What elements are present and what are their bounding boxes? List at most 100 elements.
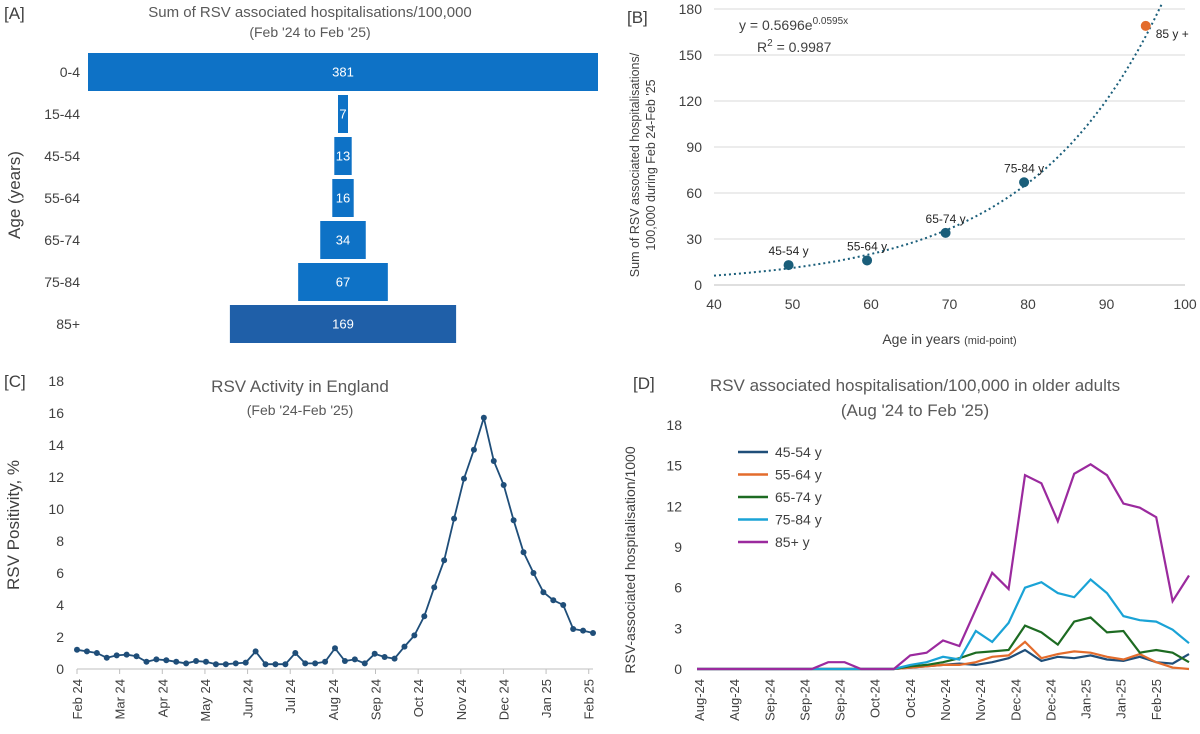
r-squared-label: R2 = 0.9987 <box>757 38 832 55</box>
x-tick-label: May 24 <box>198 679 213 722</box>
data-point <box>550 597 557 604</box>
x-tick-label: 90 <box>1099 296 1115 312</box>
category-label: 75-84 <box>44 274 80 290</box>
y-tick-label: 6 <box>674 580 682 596</box>
category-label: 85+ <box>56 316 80 332</box>
y-axis-title: RSV Positivity, % <box>4 460 23 590</box>
y-tick-label: 2 <box>56 629 64 645</box>
x-tick-label: Sep-24 <box>833 679 848 721</box>
data-point <box>451 515 458 522</box>
bar-45-54 <box>334 137 352 175</box>
y-axis-title-line: Sum of RSV associated hospitalisations/ <box>628 52 642 277</box>
panel-d: [D] RSV associated hospitalisation/100,0… <box>605 360 1200 734</box>
series-line-85-y <box>697 463 1190 671</box>
data-point <box>431 584 438 591</box>
x-tick-label: Sep-24 <box>762 679 777 721</box>
series-line <box>76 414 594 666</box>
data-point <box>560 602 567 608</box>
data-point <box>520 549 527 556</box>
bar-65-74 <box>320 221 366 259</box>
bar-value-label: 67 <box>336 275 350 290</box>
x-tick-label: Apr 24 <box>155 679 170 717</box>
panel-label-c: [C] <box>4 372 26 391</box>
x-tick-label: Sep 24 <box>369 679 384 720</box>
x-tick-label: Jun 24 <box>241 679 256 718</box>
bar-value-label: 169 <box>332 317 354 332</box>
panel-label-d: [D] <box>633 374 655 393</box>
equation-label: y = 0.5696e0.0595x <box>739 16 848 33</box>
data-point <box>421 613 428 620</box>
data-point <box>312 660 319 667</box>
data-point <box>183 660 190 667</box>
y-tick-label: 8 <box>56 533 64 549</box>
y-axis-title-line: 100,000 during Feb 24-Feb '25 <box>644 79 658 250</box>
data-point <box>341 658 348 664</box>
data-point <box>153 656 160 663</box>
chart-a-title: Sum of RSV associated hospitalisations/1… <box>148 4 472 21</box>
x-tick-label: 60 <box>863 296 879 312</box>
y-tick-label: 180 <box>679 1 703 17</box>
data-point <box>113 652 120 659</box>
data-point <box>163 657 170 664</box>
y-tick-label: 90 <box>686 139 702 155</box>
data-point <box>940 227 951 238</box>
y-axis-title: RSV-associated hospitalisation/1000 <box>622 446 638 673</box>
x-tick-label: Oct-24 <box>868 679 883 718</box>
x-tick-label: Aug-24 <box>727 679 742 721</box>
point-label: 75-84 y <box>1004 161 1044 175</box>
point-label: 85 y + <box>1156 27 1189 41</box>
data-point <box>252 648 259 655</box>
data-point <box>212 661 219 668</box>
data-point <box>262 661 269 668</box>
x-tick-label: Nov-24 <box>973 679 988 721</box>
category-label: 55-64 <box>44 190 80 206</box>
data-point <box>322 658 329 665</box>
data-point <box>292 650 299 656</box>
x-tick-label: Aug 24 <box>326 679 341 720</box>
data-point <box>783 260 794 271</box>
data-point <box>411 632 418 639</box>
x-tick-label: Feb 25 <box>582 679 597 719</box>
x-tick-label: Jan-25 <box>1114 679 1129 719</box>
data-point <box>470 446 477 453</box>
data-point <box>461 475 467 482</box>
x-tick-label: Oct-24 <box>903 679 918 718</box>
data-point <box>143 658 150 665</box>
bar-value-label: 7 <box>339 107 346 122</box>
y-tick-label: 10 <box>48 501 64 517</box>
data-point <box>862 255 873 266</box>
data-point <box>222 661 229 668</box>
x-tick-label: Sep-24 <box>797 679 812 721</box>
data-point <box>391 655 398 662</box>
x-tick-label: 50 <box>785 296 801 312</box>
point-label: 45-54 y <box>769 244 809 258</box>
x-tick-label: Dec-24 <box>1008 679 1023 721</box>
data-point <box>580 627 587 634</box>
y-tick-label: 16 <box>48 405 64 421</box>
data-point <box>490 458 497 464</box>
data-point <box>123 651 130 658</box>
x-tick-label: 80 <box>1020 296 1036 312</box>
data-point <box>1140 20 1151 31</box>
y-tick-label: 9 <box>674 539 682 555</box>
category-label: 0-4 <box>60 64 80 80</box>
chart-c-subtitle: (Feb '24-Feb '25) <box>246 402 354 418</box>
data-point <box>193 658 200 664</box>
chart-d-title: RSV associated hospitalisation/100,000 i… <box>709 376 1121 395</box>
bar-value-label: 13 <box>336 149 350 164</box>
y-tick-label: 15 <box>666 458 682 474</box>
data-point <box>540 589 547 596</box>
x-tick-label: Dec 24 <box>496 679 511 720</box>
data-point <box>401 643 408 650</box>
series-line-55-64-y <box>697 640 1190 671</box>
legend-label: 65-74 y <box>775 489 822 505</box>
data-point <box>480 414 487 421</box>
panel-b: [B] 0 30 60 90 120 150 180 40 50 60 70 80 90 100 45-54… <box>605 0 1200 360</box>
x-tick-label: Dec-24 <box>1043 679 1058 721</box>
legend-label: 45-54 y <box>775 444 822 460</box>
y-tick-label: 12 <box>666 498 682 514</box>
y-tick-label: 30 <box>686 231 702 247</box>
panel-label-a: [A] <box>4 4 25 23</box>
bar-15-44 <box>338 95 348 133</box>
data-point <box>590 630 596 636</box>
